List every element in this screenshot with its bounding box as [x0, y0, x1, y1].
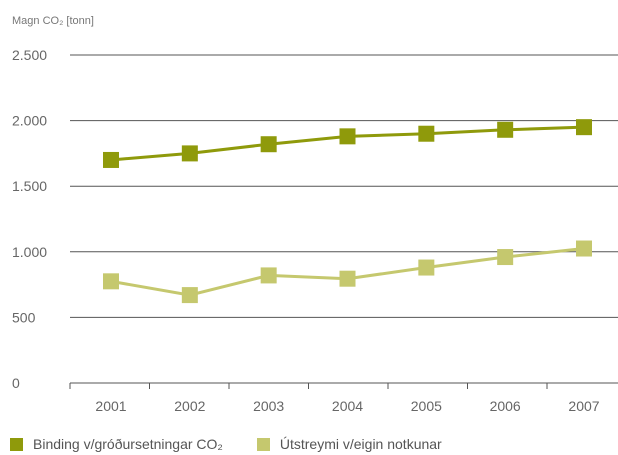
- legend-label-binding: Binding v/gróðursetningar CO₂: [33, 436, 223, 452]
- y-tick-label-2500: 2.500: [12, 47, 47, 63]
- data-point-s0-2002: [181, 145, 198, 162]
- data-point-s0-2004: [339, 128, 356, 145]
- x-tick-label-2006: 2006: [490, 398, 521, 414]
- series-layer: [103, 119, 592, 304]
- y-axis-ticks: 0 500 1.000 1.500 2.000 2.500: [12, 47, 47, 391]
- data-point-s1-2002: [181, 287, 198, 304]
- x-tick-label-2003: 2003: [253, 398, 284, 414]
- chart: Magn CO₂ [tonn] 0 500 1.000 1.500 2.000 2.500…: [12, 15, 618, 414]
- legend: Binding v/gróðursetningar CO₂ Útstreymi …: [10, 434, 476, 454]
- x-tick-label-2005: 2005: [411, 398, 442, 414]
- x-tick-label-2002: 2002: [174, 398, 205, 414]
- data-point-s1-2003: [260, 267, 277, 284]
- y-axis-label: Magn CO₂ [tonn]: [12, 15, 94, 27]
- y-tick-label-2000: 2.000: [12, 113, 47, 129]
- data-point-s1-2006: [497, 249, 514, 266]
- data-point-s0-2007: [576, 119, 592, 136]
- y-tick-label-500: 500: [12, 309, 36, 325]
- data-point-s0-2005: [418, 125, 435, 142]
- data-point-s0-2006: [497, 121, 514, 138]
- data-point-s0-2003: [260, 136, 277, 153]
- legend-swatch-binding: [10, 437, 23, 451]
- y-tick-label-1500: 1.500: [12, 178, 47, 194]
- data-point-s1-2004: [339, 270, 356, 287]
- legend-item-binding: Binding v/gróðursetningar CO₂: [10, 436, 223, 452]
- data-point-s1-2007: [576, 240, 592, 257]
- y-tick-label-0: 0: [12, 375, 20, 391]
- x-tick-label-2007: 2007: [568, 398, 599, 414]
- x-tick-label-2004: 2004: [332, 398, 363, 414]
- data-point-s1-2001: [103, 273, 119, 290]
- legend-item-utstreymi: Útstreymi v/eigin notkunar: [256, 436, 442, 452]
- legend-swatch-utstreymi: [256, 437, 270, 451]
- y-tick-label-1000: 1.000: [12, 244, 47, 260]
- x-axis: 2001 2002 2003 2004 2005 2006 2007: [69, 382, 618, 414]
- data-point-s1-2005: [418, 259, 435, 276]
- x-tick-label-2001: 2001: [95, 398, 126, 414]
- data-point-s0-2001: [103, 151, 119, 168]
- legend-label-utstreymi: Útstreymi v/eigin notkunar: [279, 436, 442, 452]
- gridlines: [70, 54, 618, 318]
